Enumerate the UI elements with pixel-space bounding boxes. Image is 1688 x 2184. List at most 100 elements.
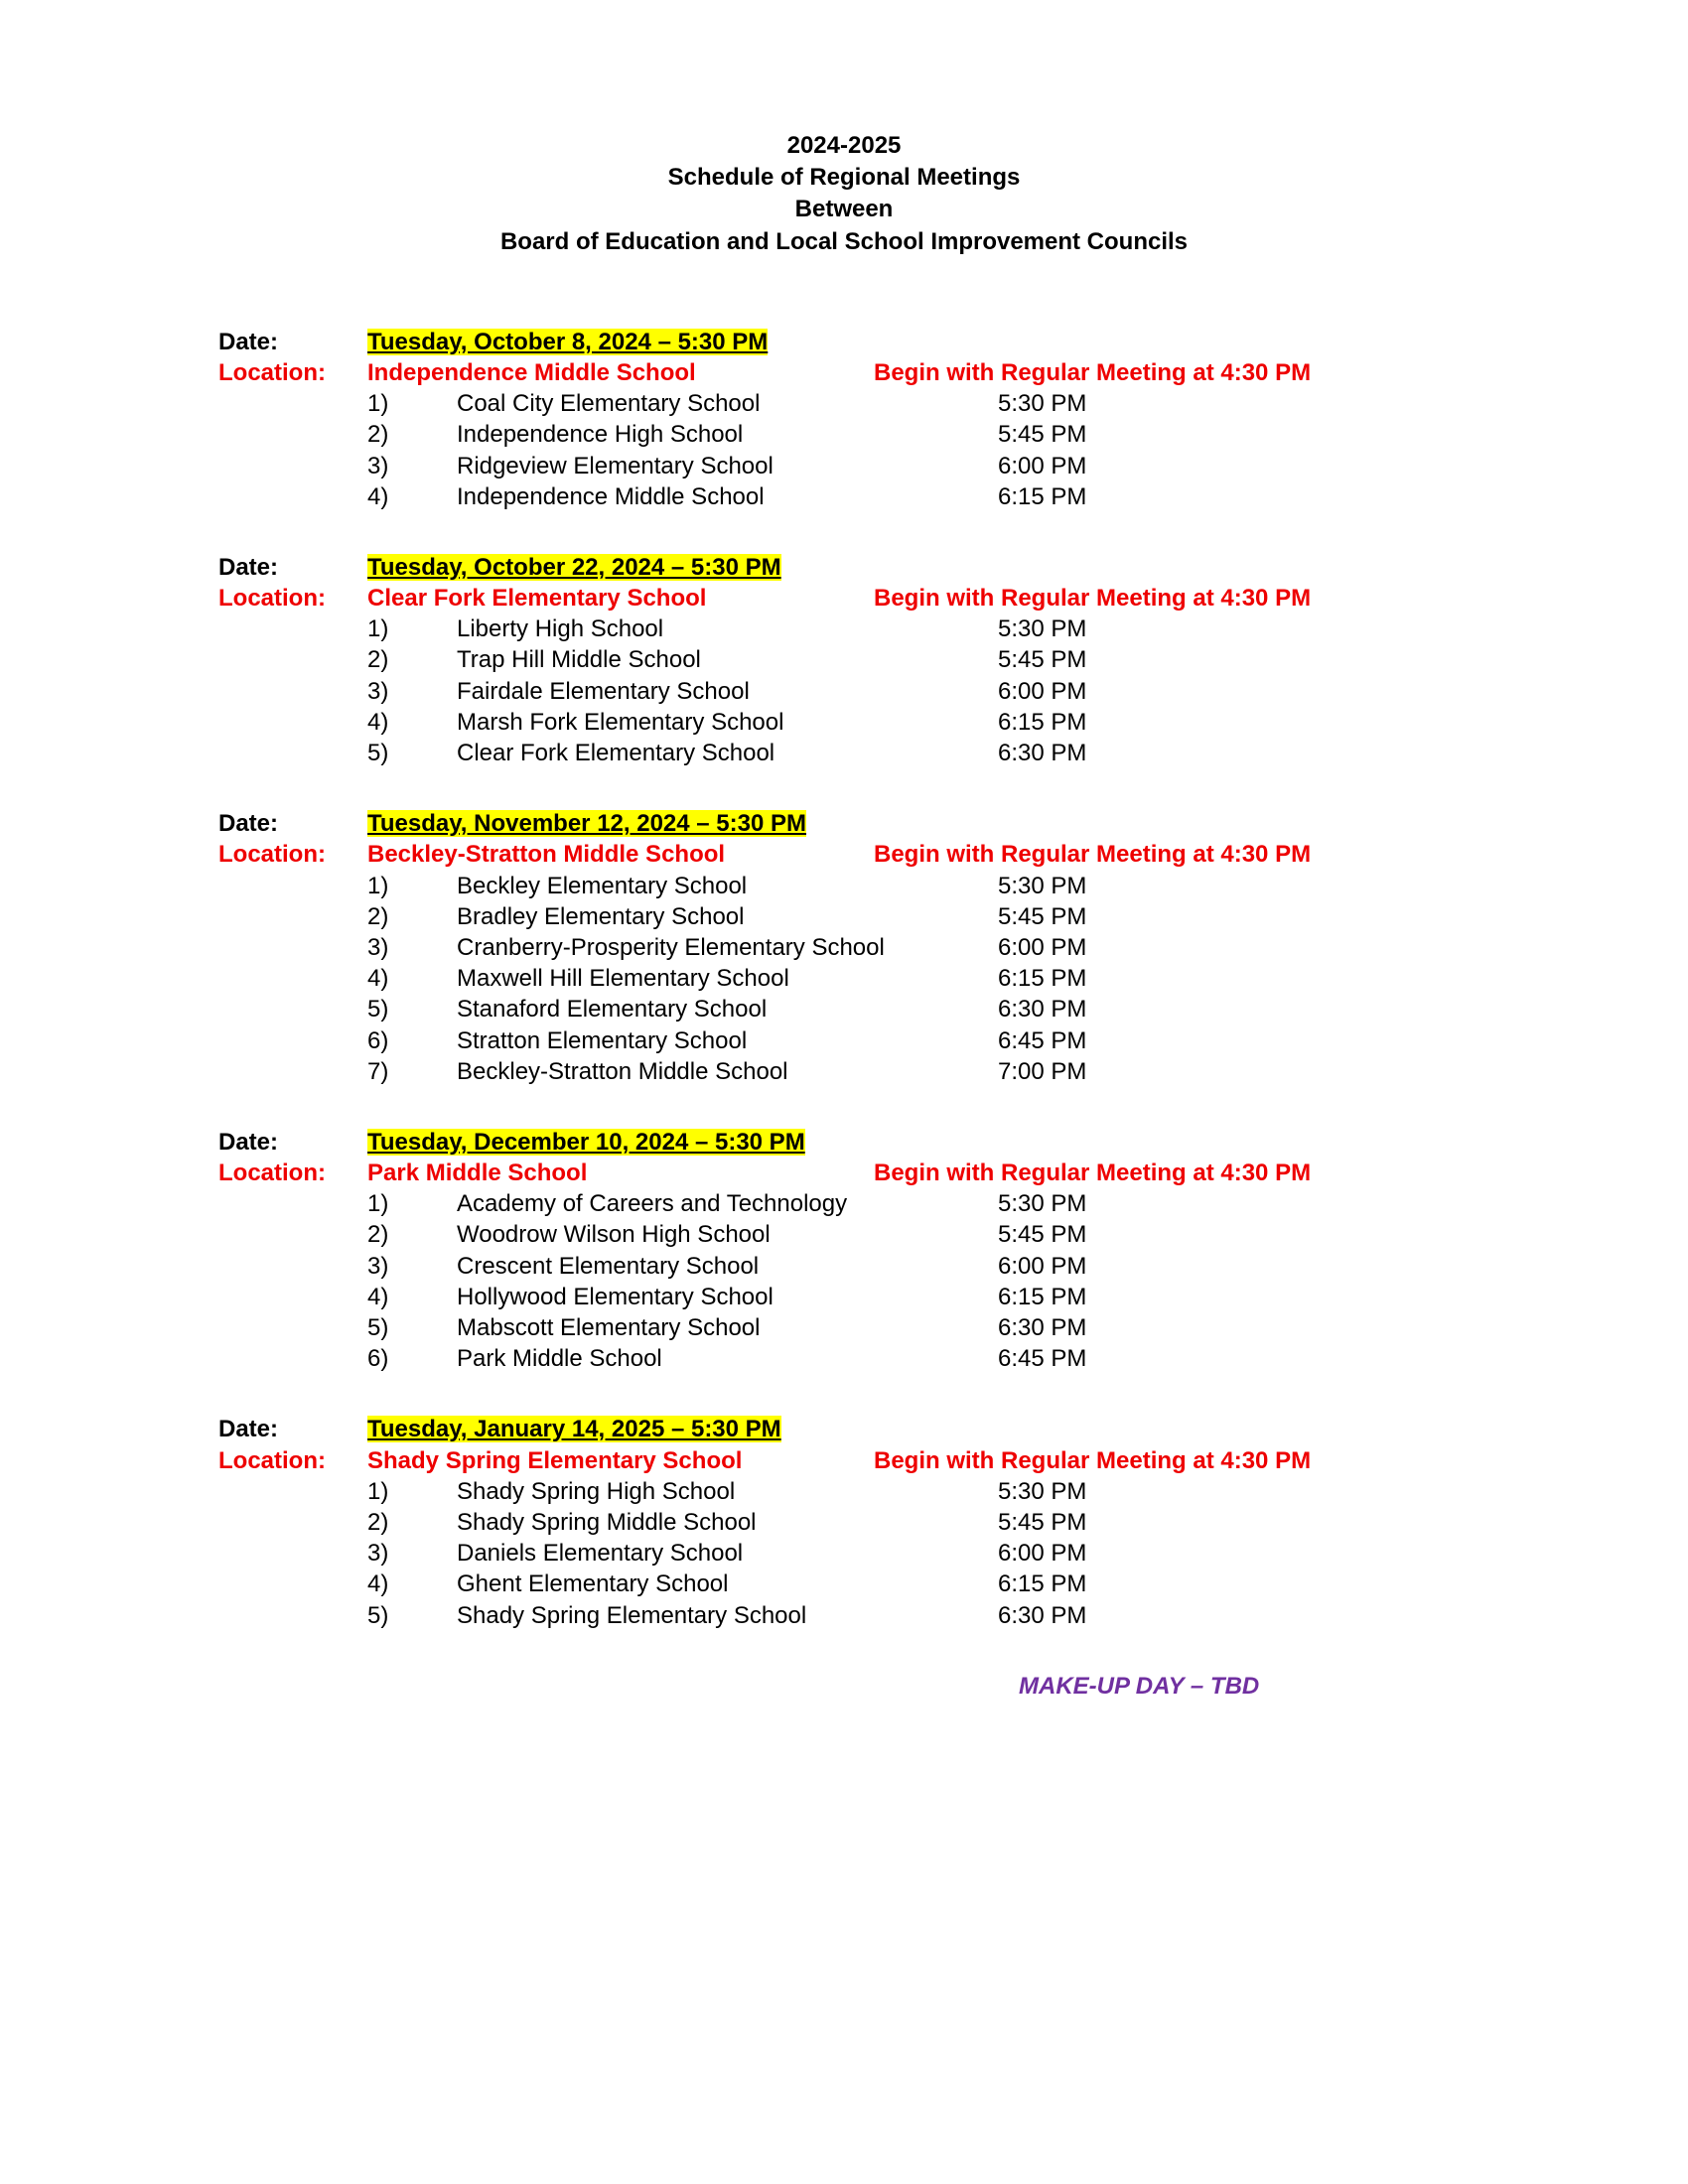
schedule-time: 7:00 PM [998,1056,1117,1087]
schedule-number: 1) [367,1188,457,1219]
schedule-row: 1)Beckley Elementary School5:30 PM [367,871,1470,901]
schedule-number: 7) [367,1056,457,1087]
schedule-school: Cranberry-Prosperity Elementary School [457,932,998,963]
schedule-row: 4)Ghent Elementary School6:15 PM [367,1569,1470,1599]
date-value: Tuesday, October 8, 2024 – 5:30 PM [367,329,768,355]
header-line-3: Between [218,194,1470,224]
schedule-school: Ridgeview Elementary School [457,451,998,481]
schedule-number: 1) [367,871,457,901]
schedule-time: 5:30 PM [998,614,1117,644]
schedule-school: Independence Middle School [457,481,998,512]
location-value: Clear Fork Elementary School [367,583,874,614]
schedule-row: 2)Shady Spring Middle School5:45 PM [367,1507,1470,1538]
header-line-1: 2024-2025 [218,130,1470,161]
meeting-block: Date:Tuesday, January 14, 2025 – 5:30 PM… [218,1414,1470,1630]
schedule-time: 5:30 PM [998,871,1117,901]
date-value: Tuesday, November 12, 2024 – 5:30 PM [367,810,806,837]
schedule-time: 5:30 PM [998,1476,1117,1507]
schedule-time: 5:30 PM [998,388,1117,419]
schedule-school: Trap Hill Middle School [457,644,998,675]
schedule-list: 1)Academy of Careers and Technology5:30 … [367,1188,1470,1374]
date-row: Date:Tuesday, October 8, 2024 – 5:30 PM [218,327,1470,357]
schedule-list: 1)Shady Spring High School5:30 PM2)Shady… [367,1476,1470,1631]
schedule-time: 5:45 PM [998,1507,1117,1538]
schedule-row: 2)Bradley Elementary School5:45 PM [367,901,1470,932]
schedule-school: Daniels Elementary School [457,1538,998,1569]
schedule-time: 6:45 PM [998,1025,1117,1056]
schedule-row: 1)Liberty High School5:30 PM [367,614,1470,644]
regular-meeting-note: Begin with Regular Meeting at 4:30 PM [874,839,1311,870]
regular-meeting-note: Begin with Regular Meeting at 4:30 PM [874,583,1311,614]
schedule-row: 3)Daniels Elementary School6:00 PM [367,1538,1470,1569]
schedule-time: 6:15 PM [998,963,1117,994]
schedule-school: Coal City Elementary School [457,388,998,419]
schedule-row: 3)Ridgeview Elementary School6:00 PM [367,451,1470,481]
location-value: Shady Spring Elementary School [367,1445,874,1476]
location-label: Location: [218,1445,367,1476]
schedule-row: 1)Shady Spring High School5:30 PM [367,1476,1470,1507]
location-row: Location:Shady Spring Elementary SchoolB… [218,1445,1470,1476]
date-value-wrap: Tuesday, December 10, 2024 – 5:30 PM [367,1127,805,1158]
header-line-4: Board of Education and Local School Impr… [218,226,1470,257]
schedule-school: Woodrow Wilson High School [457,1219,998,1250]
date-row: Date:Tuesday, November 12, 2024 – 5:30 P… [218,808,1470,839]
schedule-time: 6:30 PM [998,738,1117,768]
date-value-wrap: Tuesday, November 12, 2024 – 5:30 PM [367,808,806,839]
location-label: Location: [218,1158,367,1188]
schedule-number: 5) [367,738,457,768]
date-label: Date: [218,1127,367,1158]
schedule-school: Beckley Elementary School [457,871,998,901]
schedule-number: 3) [367,676,457,707]
schedule-row: 5)Mabscott Elementary School6:30 PM [367,1312,1470,1343]
schedule-row: 2)Trap Hill Middle School5:45 PM [367,644,1470,675]
schedule-school: Shady Spring Middle School [457,1507,998,1538]
schedule-row: 5)Clear Fork Elementary School6:30 PM [367,738,1470,768]
schedule-list: 1)Beckley Elementary School5:30 PM2)Brad… [367,871,1470,1087]
schedule-row: 3)Cranberry-Prosperity Elementary School… [367,932,1470,963]
schedule-time: 5:30 PM [998,1188,1117,1219]
schedule-row: 4)Independence Middle School6:15 PM [367,481,1470,512]
schedule-row: 6)Stratton Elementary School6:45 PM [367,1025,1470,1056]
schedule-number: 3) [367,932,457,963]
schedule-row: 7)Beckley-Stratton Middle School7:00 PM [367,1056,1470,1087]
meeting-block: Date:Tuesday, October 8, 2024 – 5:30 PM … [218,327,1470,512]
location-value: Beckley-Stratton Middle School [367,839,874,870]
schedule-row: 1)Coal City Elementary School5:30 PM [367,388,1470,419]
schedule-row: 6)Park Middle School6:45 PM [367,1343,1470,1374]
schedule-time: 6:00 PM [998,676,1117,707]
schedule-time: 6:30 PM [998,1600,1117,1631]
date-value-wrap: Tuesday, October 8, 2024 – 5:30 PM [367,327,768,357]
location-label: Location: [218,357,367,388]
schedule-row: 2)Independence High School5:45 PM [367,419,1470,450]
schedule-school: Maxwell Hill Elementary School [457,963,998,994]
schedule-time: 5:45 PM [998,1219,1117,1250]
date-label: Date: [218,808,367,839]
schedule-school: Shady Spring High School [457,1476,998,1507]
schedule-school: Marsh Fork Elementary School [457,707,998,738]
schedule-time: 6:15 PM [998,481,1117,512]
location-label: Location: [218,583,367,614]
schedule-number: 5) [367,1312,457,1343]
date-value: Tuesday, December 10, 2024 – 5:30 PM [367,1129,805,1156]
schedule-time: 5:45 PM [998,644,1117,675]
schedule-time: 6:30 PM [998,994,1117,1024]
document-header: 2024-2025 Schedule of Regional Meetings … [218,130,1470,257]
schedule-row: 4)Marsh Fork Elementary School6:15 PM [367,707,1470,738]
date-value-wrap: Tuesday, October 22, 2024 – 5:30 PM [367,552,781,583]
date-value: Tuesday, January 14, 2025 – 5:30 PM [367,1416,781,1442]
date-value-wrap: Tuesday, January 14, 2025 – 5:30 PM [367,1414,781,1444]
schedule-school: Liberty High School [457,614,998,644]
schedule-number: 4) [367,963,457,994]
schedule-time: 6:00 PM [998,932,1117,963]
schedule-number: 3) [367,1251,457,1282]
schedule-list: 1)Coal City Elementary School5:30 PM2)In… [367,388,1470,512]
schedule-row: 3)Fairdale Elementary School6:00 PM [367,676,1470,707]
schedule-school: Stratton Elementary School [457,1025,998,1056]
schedule-number: 2) [367,419,457,450]
schedule-time: 6:15 PM [998,707,1117,738]
date-label: Date: [218,1414,367,1444]
date-row: Date:Tuesday, October 22, 2024 – 5:30 PM [218,552,1470,583]
schedule-number: 6) [367,1025,457,1056]
schedule-time: 5:45 PM [998,901,1117,932]
schedule-school: Clear Fork Elementary School [457,738,998,768]
